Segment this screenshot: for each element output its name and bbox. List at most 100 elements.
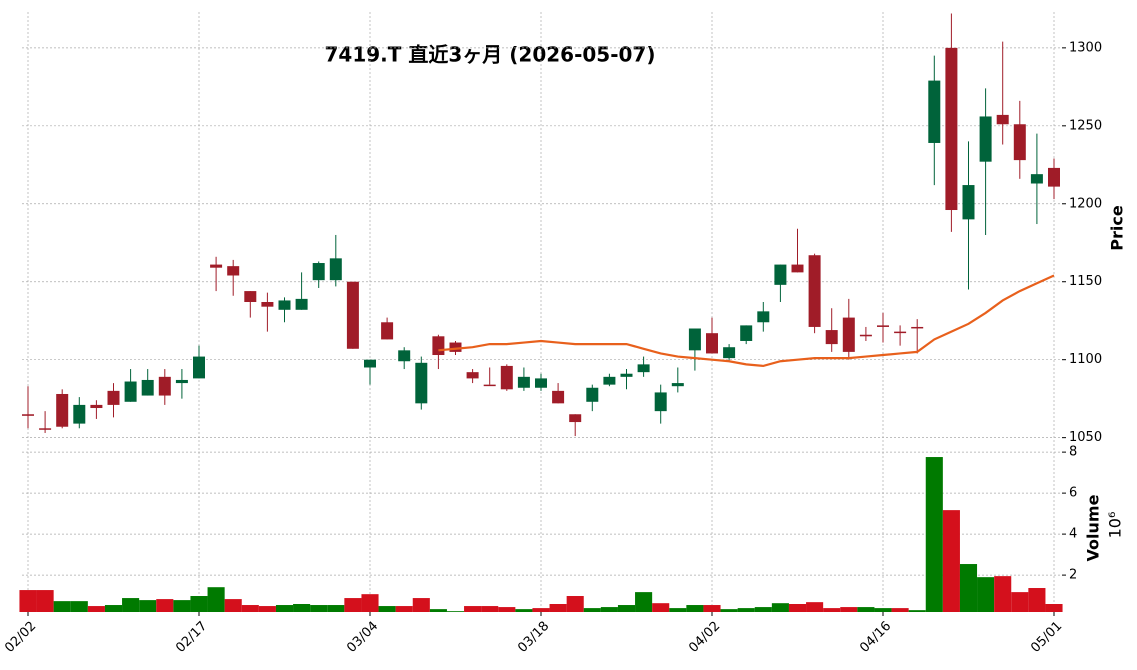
volume-bar [686,605,704,612]
volume-bar [1045,604,1063,612]
candle-body [928,80,941,143]
x-tick-label: 04/02 [686,619,723,656]
candle-body [278,300,291,310]
volume-bar [959,564,978,612]
candle-body [244,291,257,302]
candle-body [808,255,821,327]
candle-body [22,414,34,416]
volume-bar [652,603,670,612]
candle-body [552,390,565,404]
volume-bar [36,590,54,612]
volume-bar [754,607,772,612]
volume-bar [429,609,447,612]
volume-bar [1011,592,1029,612]
volume-bar [977,577,995,612]
candle-body [261,302,274,307]
candle-body [757,311,770,323]
volume-multiplier: 10⁶ [1106,512,1125,539]
volume-bar [104,605,123,612]
candle-body [654,392,667,412]
y-axis-label: Price [1108,205,1127,251]
volume-bar [446,611,465,612]
candle-body [483,384,496,387]
candle-body [364,359,376,368]
candle-body [517,376,530,388]
candle-body [706,333,718,354]
volume-bar [53,601,71,612]
chart-title: 7419.T 直近3ヶ月 (2026-05-07) [325,43,656,67]
candle-body [945,47,958,211]
candle-body [141,379,154,396]
candle-body [381,322,394,340]
volume-bar [806,602,824,612]
candle-body [569,414,582,423]
candle-body [56,393,69,427]
candle-body [432,336,445,356]
candle-body [193,356,205,379]
y-tick-label: 1150 [1069,274,1102,289]
candle-body [90,404,103,409]
volume-bar [874,608,892,612]
volume-bar [617,605,636,612]
volume-bar [156,599,174,612]
volume-bar [395,606,413,612]
y-tick-label: 1100 [1069,352,1102,367]
x-tick-label: 03/18 [515,619,552,656]
volume-bar [464,606,482,612]
volume-bar [891,608,909,612]
candle-body [535,378,547,388]
candle-body [158,376,171,396]
volume-tick-label: 8 [1069,445,1077,460]
candle-body [1013,124,1026,161]
volume-bar [669,608,687,612]
volume-bar [823,608,841,612]
candle-body [398,350,411,362]
volume-bar [840,607,858,612]
volume-bar [994,576,1012,612]
volume-bar [378,606,396,612]
x-tick-label: 05/01 [1028,619,1065,656]
candle-body [620,373,633,377]
candle-body [842,317,855,352]
x-tick-label: 02/17 [173,619,210,656]
volume-bar [925,457,943,612]
candle-body [859,334,872,337]
volume-bar [207,587,225,612]
candle-body [637,364,650,373]
y-tick-label: 1200 [1069,196,1102,211]
volume-bar [19,590,37,612]
candle-body [329,258,342,281]
volume-bar [720,609,738,612]
volume-bar [139,600,157,612]
volume-bar [600,607,618,612]
candle-body [312,263,325,281]
candle-body [73,404,86,424]
volume-bar [275,605,294,612]
volume-bar [293,604,311,612]
volume-bar [122,598,140,612]
candle-body [723,347,736,359]
candle-body [586,387,599,402]
volume-bar [224,599,242,612]
candle-body [227,266,240,276]
volume-bar [583,608,601,612]
candle-body [500,365,513,390]
candle-body [466,372,479,379]
volume-bar [190,596,208,612]
candle-body [911,326,924,329]
volume-tick-label: 4 [1069,527,1077,542]
volume-bar [737,608,755,612]
volume-bar [515,609,533,612]
volume-bar [310,605,328,612]
volume-bar [857,607,875,612]
y-tick-label: 1300 [1069,40,1102,55]
volume-tick-label: 2 [1069,568,1077,583]
volume-bar [498,607,516,612]
volume-bar [532,608,550,612]
volume-bar [361,594,379,612]
y-tick-label: 1250 [1069,118,1102,133]
candle-body [175,379,188,384]
candle-body [449,342,462,352]
candle-body [415,362,428,404]
